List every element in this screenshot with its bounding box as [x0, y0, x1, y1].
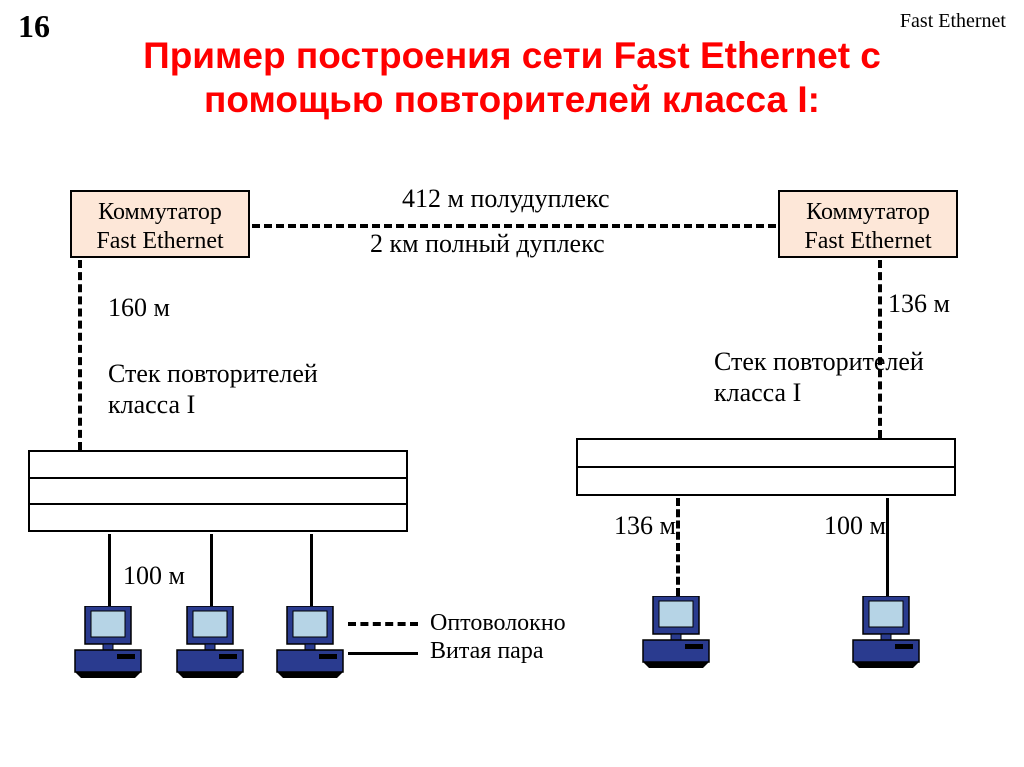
right-stack-label-l2: класса I [714, 378, 801, 407]
right-drop-label-1: 100 м [824, 510, 886, 541]
left-drop-0 [108, 534, 111, 606]
left-drop-2 [310, 534, 313, 606]
switch-right-line2: Fast Ethernet [804, 228, 931, 254]
switch-right-line1: Коммутатор [806, 199, 930, 225]
left-distance-label: 160 м [108, 292, 170, 323]
right-stack-label: Стек повторителей класса I [714, 346, 924, 408]
right-stack-label-l1: Стек повторителей [714, 347, 924, 376]
right-drop-0 [676, 498, 680, 596]
legend-dashed-label: Оптоволокно [430, 610, 566, 637]
left-repeater-stack [28, 450, 408, 532]
right-repeater-stack [576, 438, 956, 496]
computer-icon [175, 606, 245, 678]
link-bottom-label: 2 км полный дуплекс [370, 228, 605, 259]
switch-left-box: Коммутатор Fast Ethernet [70, 190, 250, 258]
left-stack-label: Стек повторителей класса I [108, 358, 318, 420]
left-stack-label-l1: Стек повторителей [108, 359, 318, 388]
title-line-1: Пример построения сети Fast Ethernet с [143, 35, 881, 76]
right-drop-label-0: 136 м [614, 510, 676, 541]
computer-icon [73, 606, 143, 678]
left-drop-label-0: 100 м [123, 560, 185, 591]
switch-right-box: Коммутатор Fast Ethernet [778, 190, 958, 258]
computer-icon [275, 606, 345, 678]
left-drop-1 [210, 534, 213, 606]
legend-dashed-line [348, 622, 418, 626]
slide-title: Пример построения сети Fast Ethernet с п… [0, 34, 1024, 121]
right-distance-label: 136 м [750, 288, 950, 319]
legend-solid-line [348, 652, 418, 655]
title-line-2: помощью повторителей класса I: [204, 79, 820, 120]
legend-solid-label: Витая пара [430, 638, 543, 665]
right-drop-1 [886, 498, 889, 596]
switch-left-line2: Fast Ethernet [96, 228, 223, 254]
left-stack-label-l2: класса I [108, 390, 195, 419]
switch-left-line1: Коммутатор [98, 199, 222, 225]
left-fiber-drop [78, 260, 82, 450]
computer-icon [851, 596, 921, 668]
computer-icon [641, 596, 711, 668]
link-top-label: 412 м полудуплекс [402, 183, 610, 214]
header-right: Fast Ethernet [900, 10, 1006, 33]
